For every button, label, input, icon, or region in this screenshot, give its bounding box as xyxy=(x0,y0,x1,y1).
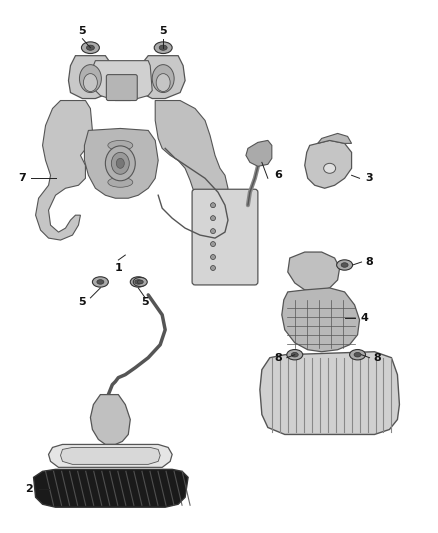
FancyBboxPatch shape xyxy=(106,75,137,101)
Ellipse shape xyxy=(108,177,133,187)
FancyBboxPatch shape xyxy=(192,189,258,285)
Ellipse shape xyxy=(108,154,133,163)
Ellipse shape xyxy=(92,277,108,287)
Polygon shape xyxy=(260,352,399,434)
Text: 2: 2 xyxy=(25,484,32,494)
Polygon shape xyxy=(288,252,339,292)
Polygon shape xyxy=(34,470,188,507)
Text: 5: 5 xyxy=(159,26,167,36)
Text: 1: 1 xyxy=(114,263,122,273)
Ellipse shape xyxy=(211,255,215,260)
Ellipse shape xyxy=(79,64,101,93)
Polygon shape xyxy=(90,394,130,445)
Ellipse shape xyxy=(350,350,366,360)
Text: 8: 8 xyxy=(366,257,374,267)
Polygon shape xyxy=(93,61,152,101)
Ellipse shape xyxy=(97,280,104,284)
Text: 3: 3 xyxy=(366,173,373,183)
Polygon shape xyxy=(155,101,228,210)
Ellipse shape xyxy=(211,229,215,233)
Ellipse shape xyxy=(324,163,336,173)
Ellipse shape xyxy=(211,203,215,208)
Polygon shape xyxy=(68,55,115,99)
Ellipse shape xyxy=(291,352,298,357)
Ellipse shape xyxy=(86,45,95,50)
Text: 8: 8 xyxy=(374,353,381,363)
Ellipse shape xyxy=(81,42,99,53)
Ellipse shape xyxy=(83,74,97,92)
Ellipse shape xyxy=(154,42,172,53)
Text: 5: 5 xyxy=(79,297,86,307)
Ellipse shape xyxy=(108,140,133,150)
Ellipse shape xyxy=(135,280,142,284)
Ellipse shape xyxy=(130,277,146,287)
Ellipse shape xyxy=(108,165,133,175)
Polygon shape xyxy=(282,288,360,352)
Text: 6: 6 xyxy=(274,170,282,180)
Text: 4: 4 xyxy=(360,313,368,323)
Ellipse shape xyxy=(152,64,174,93)
Ellipse shape xyxy=(159,45,167,50)
Polygon shape xyxy=(246,140,272,166)
Ellipse shape xyxy=(111,152,129,174)
Text: 5: 5 xyxy=(79,26,86,36)
Text: 8: 8 xyxy=(274,353,282,363)
Ellipse shape xyxy=(211,241,215,247)
Text: 5: 5 xyxy=(141,297,149,307)
Text: 7: 7 xyxy=(19,173,27,183)
Ellipse shape xyxy=(137,280,143,284)
Polygon shape xyxy=(35,101,92,240)
Ellipse shape xyxy=(133,277,147,286)
Ellipse shape xyxy=(337,260,353,270)
Polygon shape xyxy=(49,445,172,467)
Ellipse shape xyxy=(211,265,215,270)
Polygon shape xyxy=(138,55,185,99)
Ellipse shape xyxy=(341,263,348,267)
Ellipse shape xyxy=(117,158,124,168)
Polygon shape xyxy=(318,133,352,143)
Ellipse shape xyxy=(156,74,170,92)
Polygon shape xyxy=(60,447,160,464)
Ellipse shape xyxy=(287,350,303,360)
Polygon shape xyxy=(85,128,158,198)
Ellipse shape xyxy=(211,216,215,221)
Ellipse shape xyxy=(106,146,135,181)
Polygon shape xyxy=(305,140,352,188)
Ellipse shape xyxy=(354,352,361,357)
